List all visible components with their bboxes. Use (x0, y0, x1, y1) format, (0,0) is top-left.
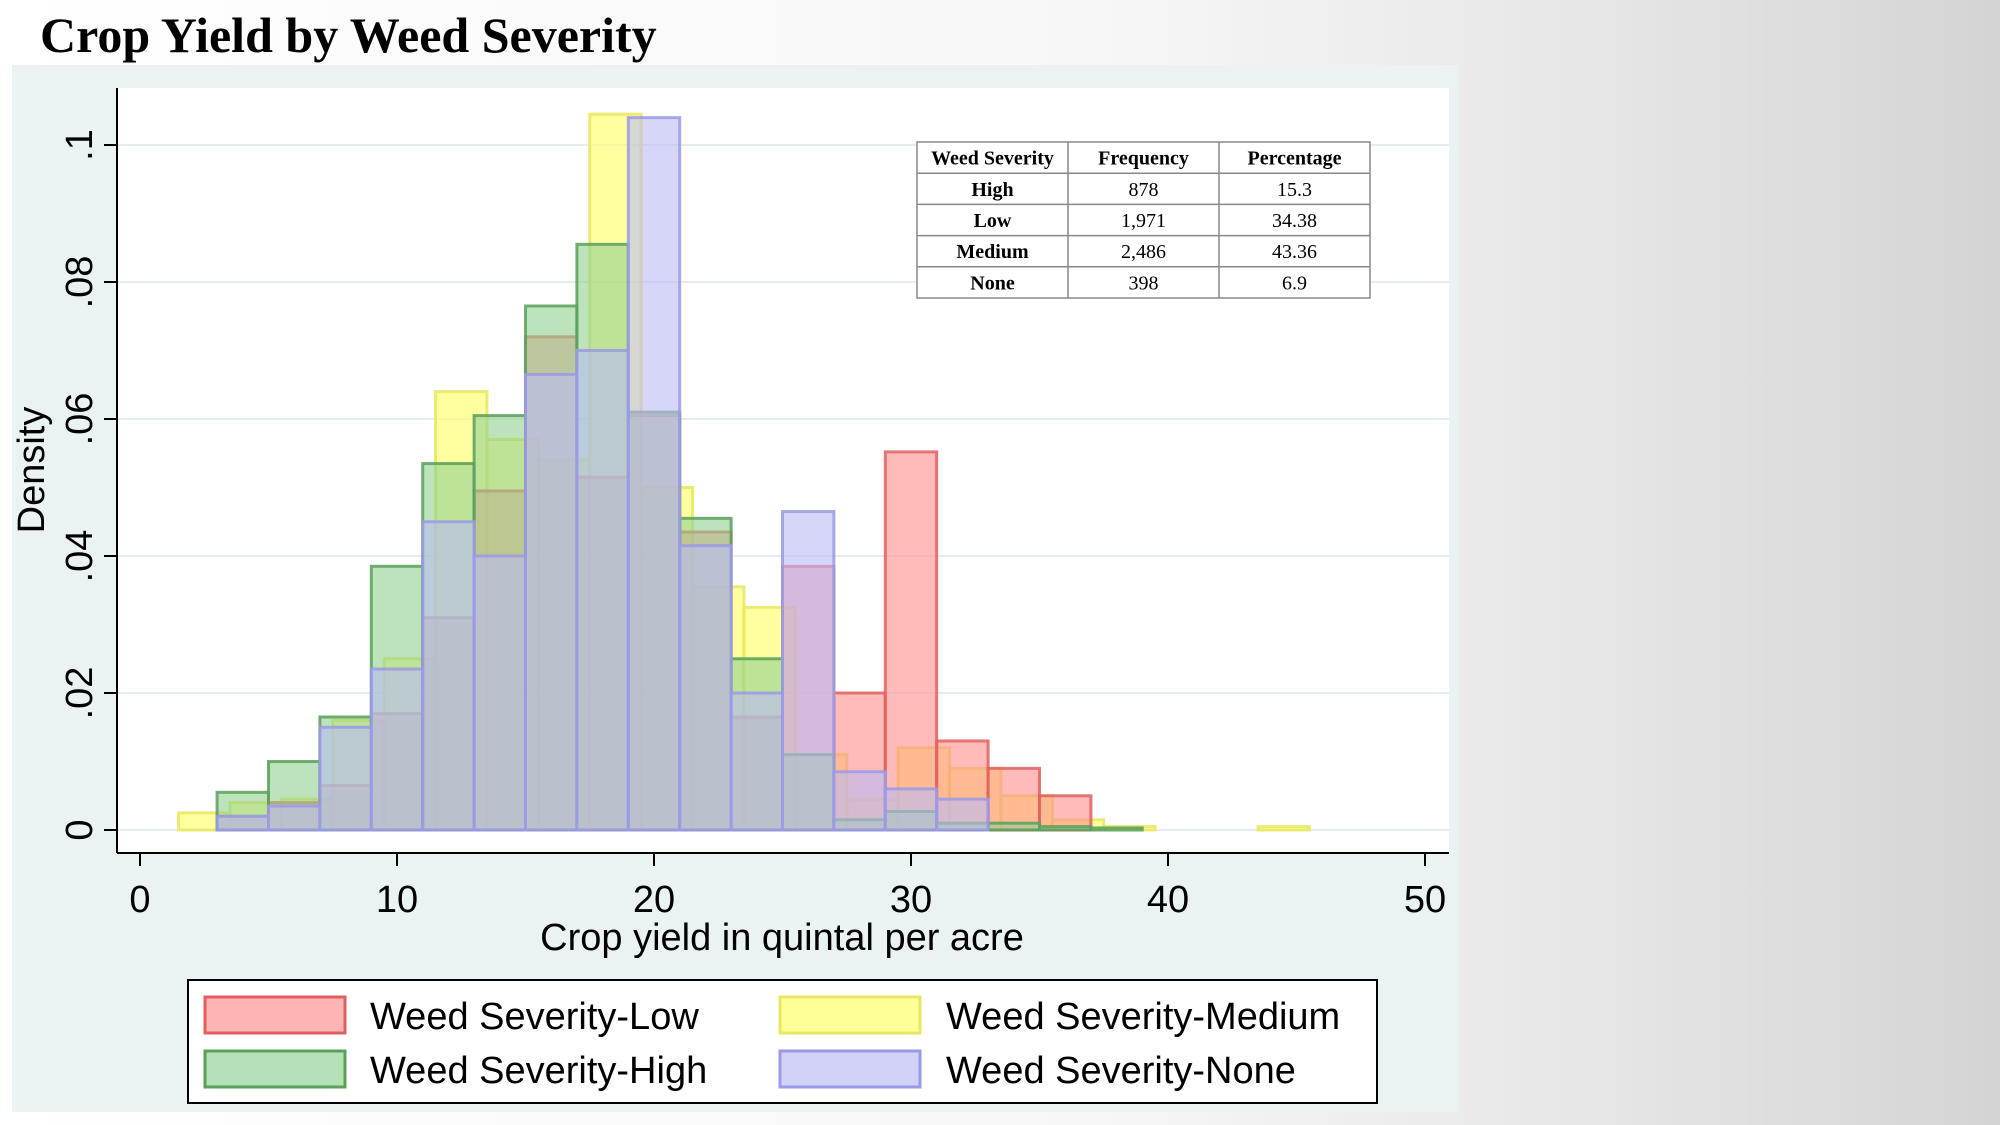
table-cell: Low (974, 210, 1012, 232)
legend-label: Weed Severity-Low (370, 996, 699, 1038)
histogram-bar (935, 797, 990, 832)
histogram-bar (1089, 826, 1144, 832)
histogram-bar (1038, 825, 1093, 832)
y-tick-label: .06 (59, 393, 101, 446)
legend-key (778, 995, 922, 1035)
legend-key (778, 1049, 922, 1089)
legend-item: Weed Severity-None (778, 1049, 1296, 1092)
histogram-bar (986, 766, 1041, 832)
histogram-bar (883, 787, 939, 832)
legend-label: Weed Severity-High (370, 1050, 707, 1092)
x-axis-label: Crop yield in quintal per acre (540, 917, 1024, 959)
histogram-bar (575, 349, 630, 832)
histogram-bar (986, 821, 1041, 832)
histogram-bar (678, 544, 733, 832)
legend-key (203, 1049, 347, 1089)
y-tick-label: .1 (59, 129, 101, 161)
histogram-bar (524, 372, 579, 832)
table-cell: 1,971 (1121, 210, 1166, 232)
table-header-cell: Percentage (1247, 148, 1341, 170)
legend-label: Weed Severity-Medium (946, 996, 1340, 1038)
table-cell: 6.9 (1282, 272, 1307, 294)
table-cell: 43.36 (1272, 241, 1317, 263)
y-tick-label: .04 (59, 530, 101, 583)
histogram-bar (781, 509, 836, 832)
chart-title: Crop Yield by Weed Severity (40, 7, 657, 63)
table-cell: 34.38 (1272, 210, 1317, 232)
x-tick-label: 40 (1147, 879, 1189, 921)
legend-key (203, 995, 347, 1035)
legend-label: Weed Severity-None (946, 1050, 1296, 1092)
histogram-bars (177, 112, 1311, 832)
x-tick-label: 30 (890, 879, 932, 921)
table-cell: High (971, 179, 1013, 201)
x-tick-label: 50 (1404, 879, 1446, 921)
histogram-bar (626, 116, 682, 832)
legend-item: Weed Severity-Low (203, 995, 699, 1038)
series-weed-severity-none (215, 116, 990, 832)
x-tick-label: 20 (633, 879, 675, 921)
histogram-bar (369, 667, 425, 832)
histogram-bar (318, 725, 373, 832)
table-cell: 2,486 (1121, 241, 1166, 263)
table-frame (916, 141, 1371, 299)
table-header-cell: Frequency (1098, 148, 1189, 170)
table-header-cell: Weed Severity (931, 148, 1054, 170)
histogram-bar (1038, 794, 1093, 832)
table-cell: 15.3 (1277, 179, 1312, 201)
frequency-table: Weed Severity Frequency Percentage High 878 1… (916, 141, 1371, 299)
histogram-bar (215, 814, 271, 832)
x-tick-label: 10 (376, 879, 418, 921)
y-tick-label: .08 (59, 256, 101, 309)
y-axis-label: Density (11, 407, 53, 534)
histogram-bar (1256, 825, 1311, 832)
axes: 0 10 20 30 40 50 0 .02 .04 .06 .08 .1 (59, 88, 1449, 921)
table-cell: 398 (1129, 272, 1159, 294)
table-cell: 878 (1129, 179, 1159, 201)
histogram-bar (832, 770, 887, 832)
histogram-bar (421, 520, 476, 832)
histogram-bar (472, 554, 528, 832)
histogram-bar (883, 450, 939, 832)
legend-item: Weed Severity-Medium (778, 995, 1340, 1038)
x-tick-label: 0 (129, 879, 150, 921)
histogram-bar (729, 691, 784, 832)
histogram-bar (267, 804, 322, 832)
table-cell: Medium (956, 241, 1029, 263)
legend-item: Weed Severity-High (203, 1049, 707, 1092)
table-cell: None (970, 272, 1015, 294)
y-tick-label: .02 (59, 667, 101, 720)
y-tick-label: 0 (59, 819, 101, 840)
legend: Weed Severity-Low Weed Severity-Medium Wee… (187, 979, 1378, 1104)
